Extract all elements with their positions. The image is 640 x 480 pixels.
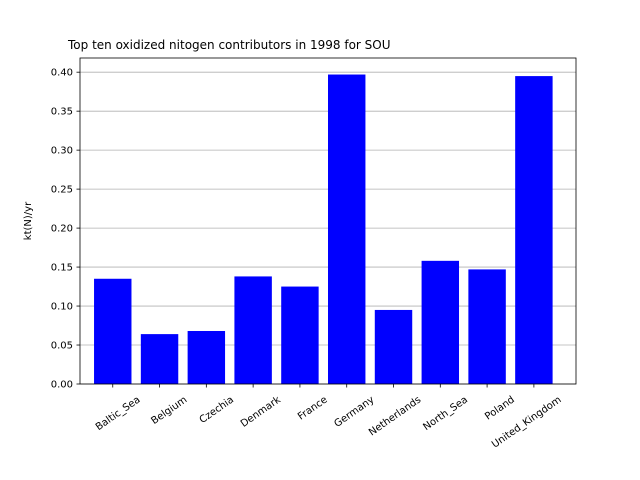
bar-denmark [234,276,272,384]
bar-netherlands [374,309,413,384]
y-tick-label: 0.35 [51,107,73,118]
axes [79,57,577,385]
chart-title: Top ten oxidized nitogen contributors in… [67,38,391,52]
bar-united-kingdom [515,76,553,384]
x-tick-label: North_Sea [421,394,470,433]
y-tick-label: 0.25 [51,185,73,196]
y-ticks: 0.00 0.05 0.10 0.15 0.20 0.25 0.30 0.35 0.40 [51,68,80,391]
bar-france [281,286,319,384]
y-tick-label: 0.05 [51,341,73,352]
x-tick-label: Belgium [149,394,189,427]
y-tick-label: 0.15 [51,263,73,274]
y-tick-label: 0.10 [51,302,73,313]
y-tick-label: 0.30 [51,146,73,157]
x-tick-label: Germany [332,394,376,429]
bar-germany [328,74,366,384]
y-axis-title: kt(N)/yr [23,201,34,240]
bar-czechia [187,330,226,384]
x-tick-label: Czechia [198,394,236,425]
y-tick-label: 0.40 [51,68,73,79]
x-ticks: Baltic_Sea Belgium Czechia Denmark France Ger… [94,384,564,451]
bar-poland [468,269,506,384]
x-tick-label: France [296,394,330,422]
y-tick-label: 0.20 [51,224,73,235]
bar-north-sea [421,260,460,384]
bar-baltic-sea [94,278,132,384]
bars [94,74,553,384]
plot-frame [79,57,577,385]
y-tick-label: 0.00 [51,380,73,391]
x-tick-label: Netherlands [367,394,423,438]
x-tick-label: Poland [483,394,517,422]
x-tick-label: Baltic_Sea [94,394,143,433]
x-tick-label: Denmark [239,394,283,429]
bar-belgium [140,334,179,384]
